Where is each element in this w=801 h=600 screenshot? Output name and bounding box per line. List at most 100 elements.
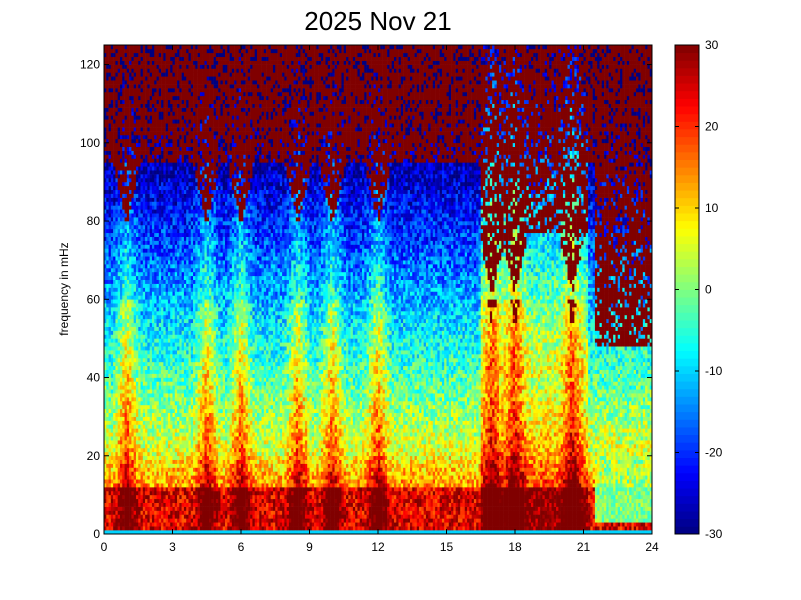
heatmap-cell <box>175 147 178 151</box>
heatmap-cell <box>173 370 176 374</box>
heatmap-cell <box>111 362 114 366</box>
heatmap-cell <box>147 53 150 57</box>
heatmap-cell <box>163 241 166 245</box>
heatmap-cell <box>129 401 132 405</box>
heatmap-cell <box>138 334 141 338</box>
heatmap-cell <box>188 413 191 417</box>
heatmap-cell <box>143 123 146 127</box>
heatmap-cell <box>182 323 185 327</box>
heatmap-cell <box>106 385 109 389</box>
heatmap-cell <box>177 88 180 92</box>
heatmap-cell <box>120 280 123 284</box>
heatmap-cell <box>159 245 162 249</box>
heatmap-cell <box>159 511 162 515</box>
heatmap-cell <box>179 143 182 147</box>
heatmap-cell <box>143 295 146 299</box>
heatmap-cell <box>150 319 153 323</box>
heatmap-cell <box>111 225 114 229</box>
heatmap-cell <box>170 229 173 233</box>
heatmap-cell <box>150 315 153 319</box>
heatmap-cell <box>134 495 137 499</box>
heatmap-cell <box>129 119 132 123</box>
heatmap-cell <box>118 225 121 229</box>
heatmap-cell <box>166 65 169 69</box>
heatmap-cell <box>150 147 153 151</box>
heatmap-cell <box>145 346 148 350</box>
heatmap-cell <box>115 413 118 417</box>
heatmap-cell <box>129 229 132 233</box>
heatmap-cell <box>136 45 139 49</box>
heatmap-cell <box>177 526 180 530</box>
heatmap-cell <box>152 135 155 139</box>
heatmap-cell <box>125 503 128 507</box>
heatmap-cell <box>188 428 191 432</box>
heatmap-cell <box>113 299 116 303</box>
heatmap-cell <box>163 108 166 112</box>
heatmap-cell <box>163 155 166 159</box>
heatmap-cell <box>168 468 171 472</box>
heatmap-cell <box>127 362 130 366</box>
heatmap-cell <box>127 213 130 217</box>
heatmap-cell <box>113 221 116 225</box>
heatmap-cell <box>109 272 112 276</box>
heatmap-cell <box>166 182 169 186</box>
heatmap-cell <box>122 233 125 237</box>
heatmap-cell <box>136 233 139 237</box>
heatmap-cell <box>152 100 155 104</box>
heatmap-cell <box>161 409 164 413</box>
heatmap-cell <box>152 68 155 72</box>
heatmap-cell <box>143 80 146 84</box>
heatmap-cell <box>182 448 185 452</box>
heatmap-cell <box>193 233 196 237</box>
heatmap-cell <box>191 495 194 499</box>
heatmap-cell <box>118 401 121 405</box>
heatmap-cell <box>136 194 139 198</box>
heatmap-cell <box>109 358 112 362</box>
heatmap-cell <box>177 370 180 374</box>
heatmap-cell <box>125 248 128 252</box>
heatmap-cell <box>127 108 130 112</box>
heatmap-cell <box>186 311 189 315</box>
heatmap-cell <box>184 178 187 182</box>
heatmap-cell <box>136 491 139 495</box>
heatmap-cell <box>131 409 134 413</box>
heatmap-cell <box>147 131 150 135</box>
heatmap-cell <box>188 53 191 57</box>
heatmap-cell <box>154 162 157 166</box>
heatmap-cell <box>131 217 134 221</box>
heatmap-cell <box>136 178 139 182</box>
heatmap-cell <box>161 342 164 346</box>
heatmap-cell <box>131 307 134 311</box>
heatmap-cell <box>106 276 109 280</box>
heatmap-cell <box>118 385 121 389</box>
heatmap-cell <box>168 245 171 249</box>
heatmap-cell <box>106 413 109 417</box>
heatmap-cell <box>182 252 185 256</box>
heatmap-cell <box>150 295 153 299</box>
heatmap-cell <box>109 53 112 57</box>
heatmap-cell <box>182 205 185 209</box>
heatmap-cell <box>138 221 141 225</box>
heatmap-cell <box>129 338 132 342</box>
heatmap-cell <box>188 323 191 327</box>
heatmap-cell <box>145 460 148 464</box>
heatmap-cell <box>120 96 123 100</box>
heatmap-cell <box>118 194 121 198</box>
heatmap-cell <box>143 350 146 354</box>
heatmap-cell <box>179 487 182 491</box>
heatmap-cell <box>106 526 109 530</box>
heatmap-cell <box>159 342 162 346</box>
heatmap-cell <box>168 338 171 342</box>
heatmap-cell <box>120 471 123 475</box>
heatmap-cell <box>118 354 121 358</box>
heatmap-cell <box>168 401 171 405</box>
heatmap-cell <box>188 245 191 249</box>
heatmap-cell <box>136 241 139 245</box>
heatmap-cell <box>118 80 121 84</box>
heatmap-cell <box>113 378 116 382</box>
heatmap-cell <box>154 57 157 61</box>
heatmap-cell <box>134 311 137 315</box>
heatmap-cell <box>150 464 153 468</box>
heatmap-cell <box>106 499 109 503</box>
heatmap-cell <box>188 237 191 241</box>
